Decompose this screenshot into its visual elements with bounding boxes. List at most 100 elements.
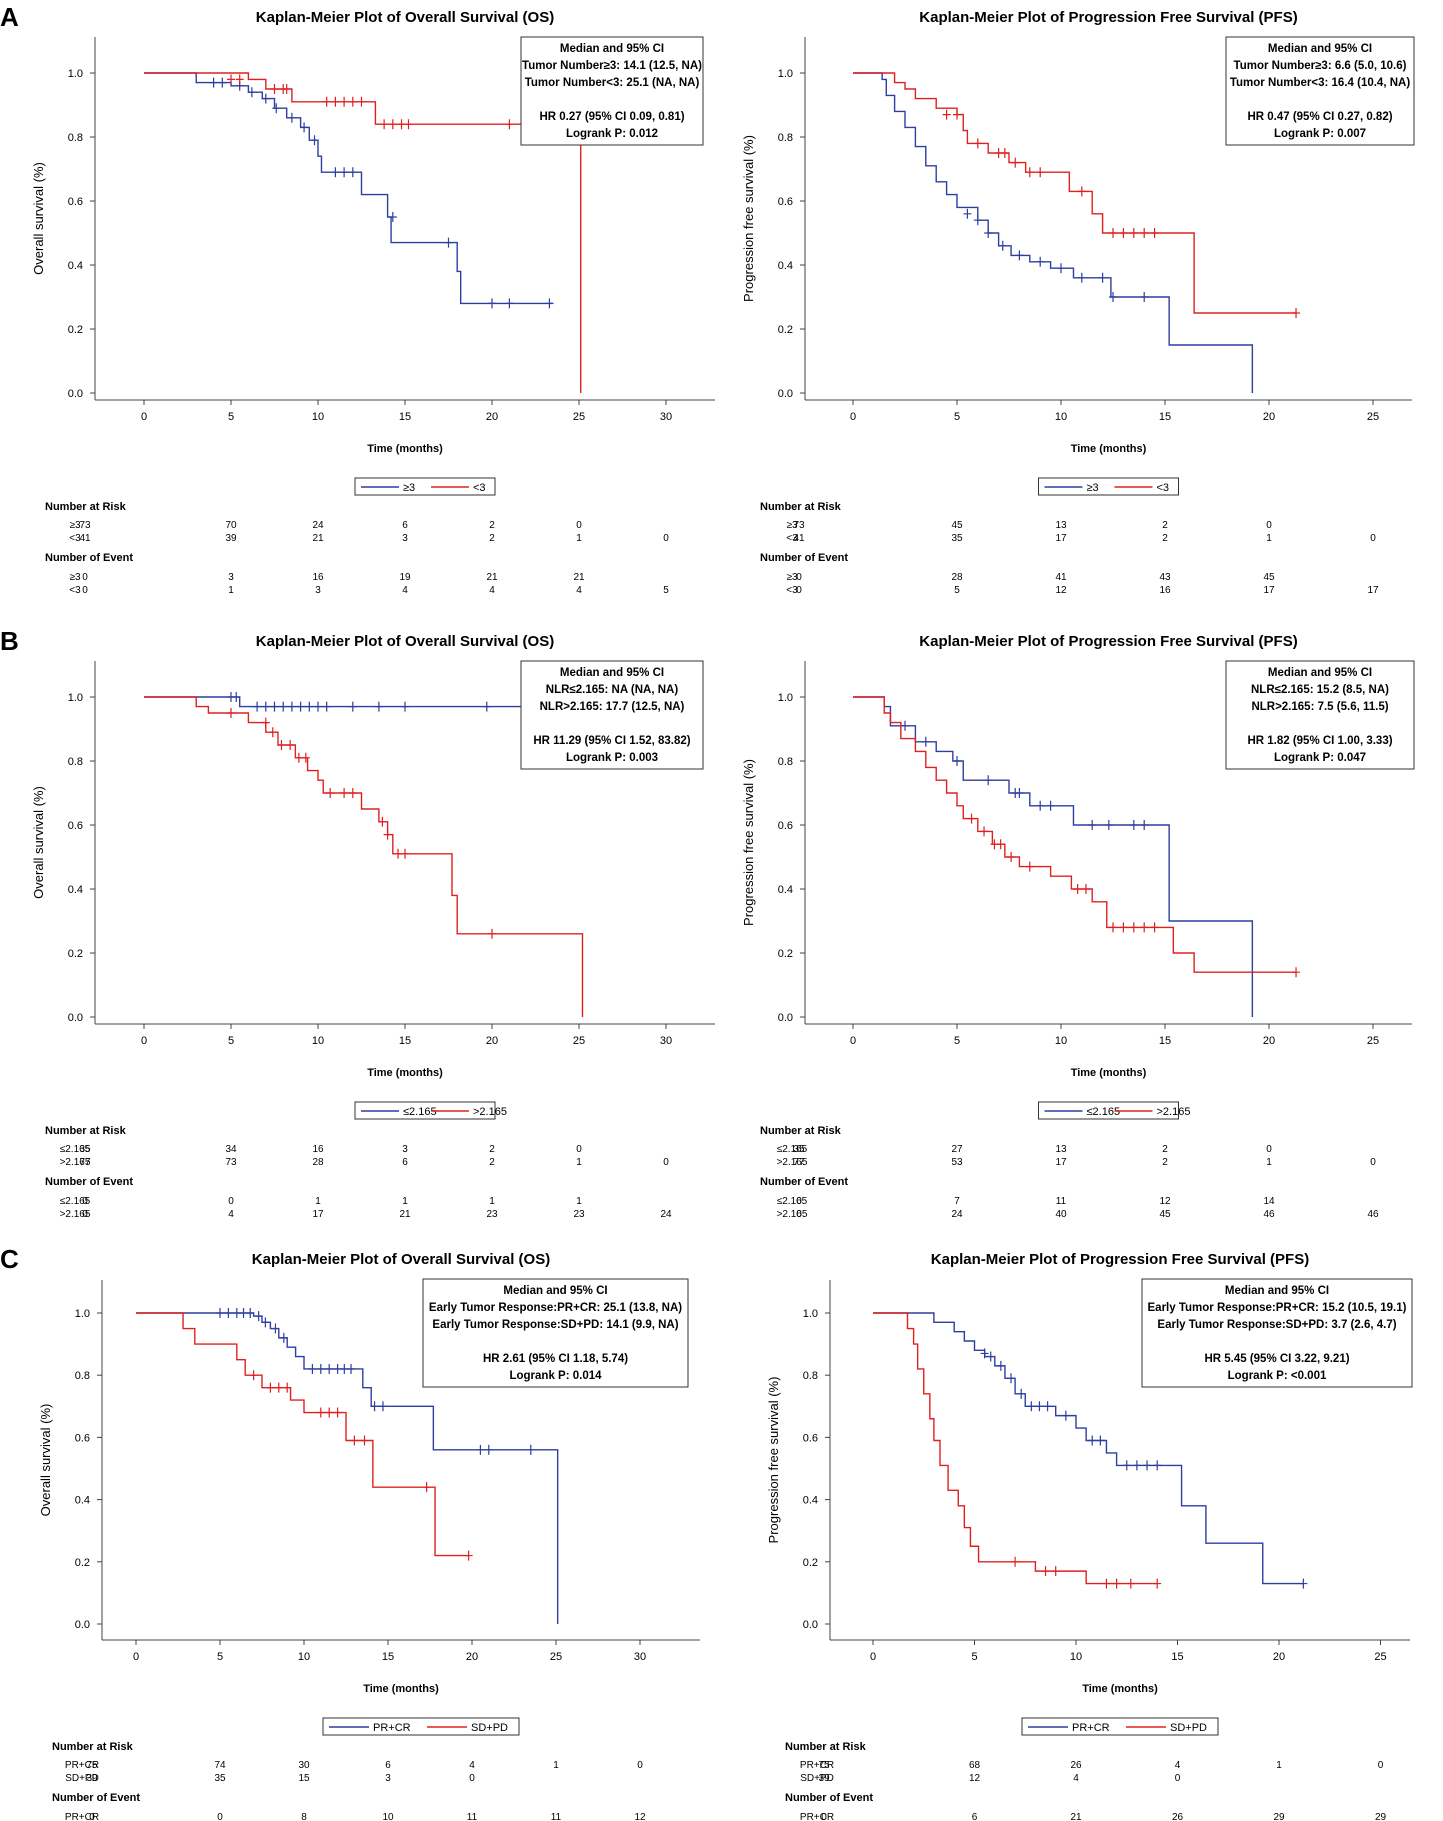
censor-mark: [388, 119, 397, 130]
table-cell: 35: [951, 533, 963, 544]
table-cell: 39: [225, 533, 237, 544]
x-tick-label: 20: [1263, 1035, 1275, 1047]
censor-mark: [294, 752, 303, 763]
x-tick-label: 0: [141, 411, 147, 423]
censor-mark: [325, 1363, 334, 1374]
censor-mark: [296, 701, 305, 712]
table-cell: 74: [214, 1760, 226, 1771]
table-cell: 16: [1159, 585, 1171, 596]
stats-line: Logrank P: 0.047: [1274, 752, 1366, 764]
y-tick-label: 0.2: [803, 1557, 818, 1569]
table-cell: 35: [214, 1773, 226, 1784]
censor-mark: [348, 788, 357, 798]
table-group: PR+CR: [800, 1812, 834, 1821]
event-title: Number of Event: [760, 552, 848, 564]
risk-table: Number at Risk≥373 45 13 2 0<341 35 17 2 1 0Numbe…: [760, 501, 1379, 596]
table-group: <3: [69, 533, 81, 544]
table-cell: 6: [402, 1157, 408, 1168]
censor-mark: [1046, 800, 1055, 811]
table-cell: 0: [796, 585, 802, 596]
x-axis-label: Time (months): [1082, 1683, 1158, 1695]
legend-label: ≤2.165: [1087, 1106, 1121, 1118]
km-plot-pfs: Kaplan-Meier Plot of Progression Free Su…: [741, 633, 1415, 1220]
legend: ≤2.165 >2.165: [1038, 1101, 1190, 1120]
series-1: [873, 1312, 1162, 1589]
censor-mark: [300, 122, 309, 133]
plot-title: Kaplan-Meier Plot of Overall Survival (O…: [256, 633, 554, 650]
stats-line: Tumor Number<3: 16.4 (10.4, NA): [1230, 77, 1410, 89]
censor-mark: [1007, 852, 1016, 862]
x-tick-label: 25: [1374, 1651, 1386, 1663]
table-cell: 6: [972, 1812, 978, 1821]
table-cell: 1: [576, 1157, 582, 1168]
table-cell: 15: [298, 1773, 310, 1784]
censor-mark: [1061, 1410, 1070, 1421]
censor-mark: [274, 1382, 283, 1393]
censor-mark: [340, 96, 349, 107]
censor-mark: [1098, 272, 1107, 283]
table-cell: 0: [796, 1209, 802, 1220]
y-tick-label: 0.8: [778, 756, 793, 768]
censor-mark: [397, 119, 406, 130]
censor-mark: [246, 1308, 255, 1318]
censor-mark: [340, 788, 349, 798]
legend-label: PR+CR: [373, 1722, 411, 1734]
censor-mark: [444, 237, 453, 248]
censor-mark: [331, 96, 340, 107]
y-tick-label: 0.2: [778, 324, 793, 336]
x-tick-label: 0: [141, 1035, 147, 1047]
series-1: [144, 72, 582, 393]
censor-mark: [1122, 1460, 1131, 1471]
stats-line: Early Tumor Response:SD+PD: 3.7 (2.6, 4.…: [1157, 1319, 1396, 1331]
y-tick-label: 0.8: [803, 1370, 818, 1382]
table-cell: 0: [796, 572, 802, 583]
plot-title: Kaplan-Meier Plot of Overall Survival (O…: [256, 9, 554, 26]
stats-line: Median and 95% CI: [560, 667, 664, 679]
table-cell: 13: [1055, 1144, 1067, 1155]
censor-mark: [1112, 1578, 1121, 1589]
table-group: ≤2.165: [777, 1144, 808, 1155]
stats-line: Logrank P: 0.014: [509, 1370, 602, 1382]
legend-label: >2.165: [473, 1106, 507, 1118]
censor-mark: [272, 103, 281, 114]
x-tick-label: 30: [660, 1035, 672, 1047]
table-cell: 21: [573, 572, 585, 583]
table-group: SD+PD: [65, 1773, 99, 1784]
y-axis-label: Overall survival (%): [31, 162, 46, 275]
censor-mark: [277, 740, 286, 750]
stats-line: HR 1.82 (95% CI 1.00, 3.33): [1247, 735, 1392, 747]
censor-mark: [270, 84, 279, 94]
table-group: PR+CR: [800, 1760, 834, 1771]
y-tick-label: 0.4: [803, 1495, 818, 1507]
stats-line: Median and 95% CI: [1268, 43, 1372, 55]
censor-mark: [1150, 922, 1159, 933]
censor-mark: [348, 96, 357, 107]
table-cell: 0: [228, 1196, 234, 1207]
table-group: SD+PD: [800, 1773, 834, 1784]
table-group: ≥3: [786, 572, 797, 583]
censor-mark: [1129, 228, 1138, 238]
censor-mark: [235, 74, 244, 85]
table-cell: 4: [489, 585, 495, 596]
stats-line: Tumor Number≥3: 14.1 (12.5, NA): [522, 60, 702, 72]
censor-mark: [286, 740, 295, 750]
censor-mark: [216, 1308, 224, 1318]
censor-mark: [1143, 1460, 1152, 1471]
censor-mark: [1119, 922, 1128, 933]
table-cell: 12: [1159, 1196, 1171, 1207]
table-cell: 2: [489, 520, 495, 531]
panel-label: A: [0, 2, 19, 32]
table-cell: 10: [382, 1812, 394, 1821]
x-tick-label: 0: [870, 1651, 876, 1663]
table-cell: 0: [1175, 1773, 1181, 1784]
table-cell: 24: [951, 1209, 963, 1220]
table-cell: 6: [385, 1760, 391, 1771]
stats-line: Logrank P: 0.003: [566, 752, 658, 764]
censor-mark: [986, 1351, 995, 1362]
legend-box: [1038, 1101, 1179, 1120]
stats-line: Early Tumor Response:SD+PD: 14.1 (9.9, N…: [432, 1319, 678, 1331]
stats-line: HR 2.61 (95% CI 1.18, 5.74): [483, 1353, 628, 1365]
censor-mark: [1104, 820, 1113, 830]
table-cell: 21: [1070, 1812, 1082, 1821]
censor-mark: [394, 848, 403, 859]
